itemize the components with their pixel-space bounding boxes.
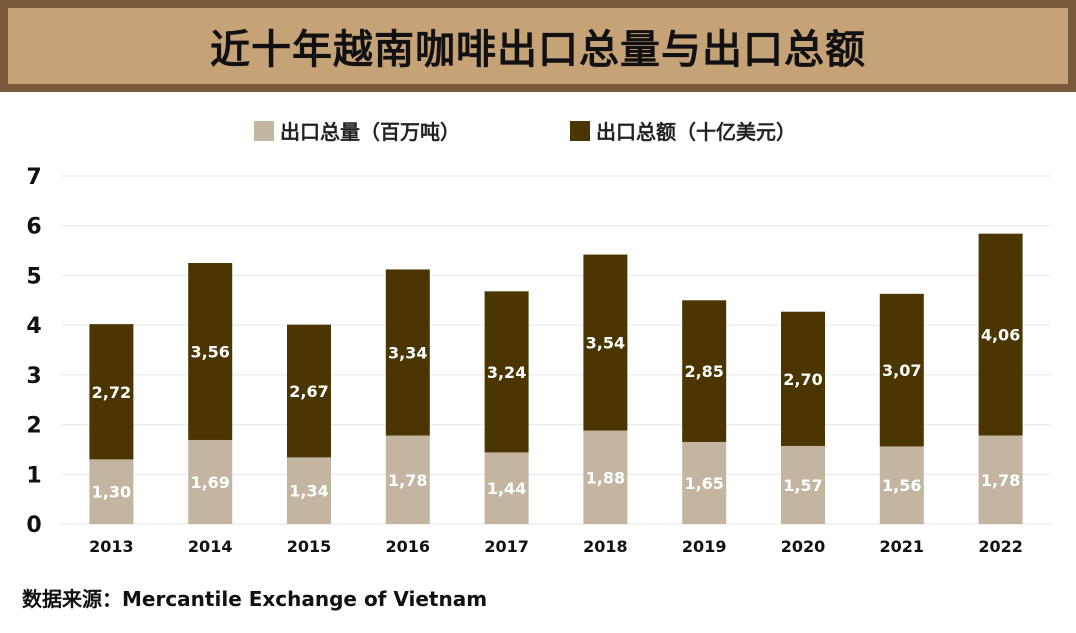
y-tick-label: 1 bbox=[26, 463, 41, 488]
bar-volume bbox=[978, 435, 1023, 524]
x-tick-label: 2022 bbox=[978, 537, 1023, 556]
bar-volume bbox=[385, 435, 430, 524]
data-label-volume: 1,78 bbox=[981, 471, 1020, 490]
data-label-volume: 1,88 bbox=[586, 468, 625, 487]
data-label-value: 2,72 bbox=[92, 383, 131, 402]
bar-value bbox=[879, 293, 924, 447]
y-tick-label: 2 bbox=[26, 414, 41, 439]
data-label-volume: 1,30 bbox=[92, 483, 131, 502]
x-tick-label: 2018 bbox=[583, 537, 628, 556]
y-tick-label: 0 bbox=[26, 513, 41, 538]
data-label-volume: 1,34 bbox=[289, 482, 328, 501]
bar-volume bbox=[484, 452, 529, 524]
legend-item-volume: 出口总量（百万吨） bbox=[254, 116, 460, 145]
bar-volume bbox=[879, 446, 924, 524]
bar-value bbox=[287, 324, 331, 458]
data-label-volume: 1,57 bbox=[783, 476, 822, 495]
x-tick-label: 2021 bbox=[880, 537, 925, 556]
x-tick-label: 2016 bbox=[386, 537, 431, 556]
legend: 出口总量（百万吨） 出口总额（十亿美元） bbox=[0, 116, 1076, 146]
x-tick-label: 2019 bbox=[682, 537, 727, 556]
y-tick-label: 7 bbox=[26, 165, 41, 190]
data-label-value: 3,24 bbox=[487, 363, 526, 382]
data-label-value: 2,67 bbox=[289, 382, 328, 401]
data-label-volume: 1,65 bbox=[684, 474, 723, 493]
bar-value bbox=[781, 311, 825, 446]
data-label-value: 3,54 bbox=[586, 334, 625, 353]
bar-value bbox=[484, 291, 529, 453]
bar-value bbox=[188, 263, 233, 440]
bar-value bbox=[682, 300, 727, 442]
y-tick-label: 4 bbox=[26, 314, 41, 339]
data-label-value: 3,07 bbox=[882, 361, 921, 380]
legend-item-value: 出口总额（十亿美元） bbox=[570, 116, 796, 145]
data-label-volume: 1,69 bbox=[190, 473, 229, 492]
x-tick-label: 2020 bbox=[781, 537, 826, 556]
bar-volume bbox=[781, 445, 825, 524]
title-bar: 近十年越南咖啡出口总量与出口总额 bbox=[0, 0, 1076, 92]
data-label-value: 4,06 bbox=[981, 326, 1020, 345]
x-tick-label: 2015 bbox=[287, 537, 332, 556]
bar-value bbox=[978, 233, 1023, 436]
data-label-volume: 1,44 bbox=[487, 479, 526, 498]
bar-volume bbox=[287, 457, 331, 524]
legend-swatch-volume bbox=[254, 120, 274, 141]
data-label-volume: 1,56 bbox=[882, 476, 921, 495]
x-tick-label: 2017 bbox=[484, 537, 529, 556]
legend-label-value: 出口总额（十亿美元） bbox=[596, 120, 796, 144]
chart-title: 近十年越南咖啡出口总量与出口总额 bbox=[210, 27, 866, 73]
title-panel: 近十年越南咖啡出口总量与出口总额 bbox=[8, 8, 1068, 84]
x-tick-label: 2013 bbox=[89, 537, 134, 556]
bar-volume bbox=[682, 441, 727, 524]
bar-volume bbox=[188, 439, 233, 524]
y-tick-label: 6 bbox=[26, 215, 41, 240]
bar-value bbox=[89, 324, 134, 460]
y-tick-label: 5 bbox=[26, 264, 41, 289]
data-label-value: 2,70 bbox=[783, 370, 822, 389]
x-tick-label: 2014 bbox=[188, 537, 233, 556]
legend-swatch-value bbox=[570, 120, 590, 141]
data-label-value: 3,56 bbox=[190, 342, 229, 361]
y-tick-label: 3 bbox=[26, 364, 41, 389]
legend-label-volume: 出口总量（百万吨） bbox=[280, 120, 460, 144]
bar-volume bbox=[89, 459, 134, 524]
data-label-value: 2,85 bbox=[684, 362, 723, 381]
source-note: 数据来源：Mercantile Exchange of Vietnam bbox=[22, 587, 488, 611]
data-label-value: 3,34 bbox=[388, 343, 427, 362]
bar-volume bbox=[583, 430, 628, 524]
bar-value bbox=[385, 269, 430, 436]
data-label-volume: 1,78 bbox=[388, 471, 427, 490]
bar-value bbox=[583, 254, 628, 431]
